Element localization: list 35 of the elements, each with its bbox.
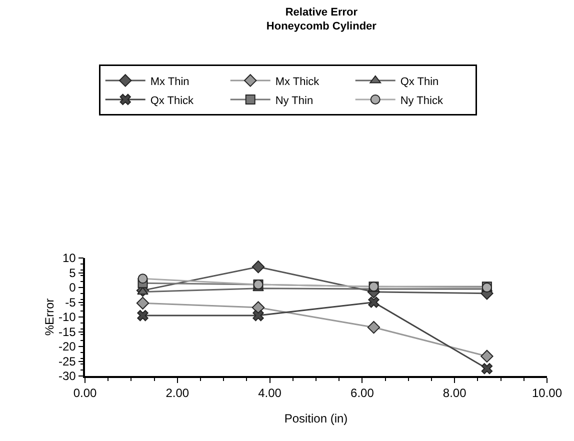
point [137,310,148,322]
point [252,310,264,322]
x-tick-label: 8.00 [442,386,467,400]
y-tick-label: 10 [62,251,76,266]
y-tick-label: -5 [65,295,76,310]
legend-label: Ny Thick [400,94,444,107]
chart-title: Relative Error [285,6,358,18]
point [368,296,380,308]
y-tick-label: -30 [58,369,76,384]
point [481,363,493,374]
legend-label: Ny Thin [275,94,314,107]
x-tick-label: 0.00 [73,386,97,400]
y-tick-label: -10 [58,310,76,324]
point [367,320,380,334]
point [480,350,494,363]
point [138,274,148,284]
y-tick-label: -25 [58,354,76,368]
legend-label: Mx Thick [275,76,320,88]
y-tick-label: 5 [69,266,76,280]
point [137,286,148,295]
y-axis-title: %Error [42,298,56,336]
chart-subtitle: Honeycomb Cylinder [266,20,378,33]
legend-label: Mx Thin [150,76,190,88]
x-tick-label: 2.00 [166,386,190,400]
x-tick-label: 10.00 [532,386,562,400]
legend-label: Qx Thick [150,94,194,107]
y-tick-label: 0 [69,280,76,295]
y-tick-label: -15 [58,324,76,339]
x-tick-label: 4.00 [258,386,282,400]
y-tick-label: -20 [58,340,76,354]
legend-label: Qx Thin [400,76,439,88]
x-tick-label: 6.00 [350,386,374,400]
point [252,260,265,274]
point [136,296,150,310]
x-axis-title: Position (in) [284,412,348,426]
